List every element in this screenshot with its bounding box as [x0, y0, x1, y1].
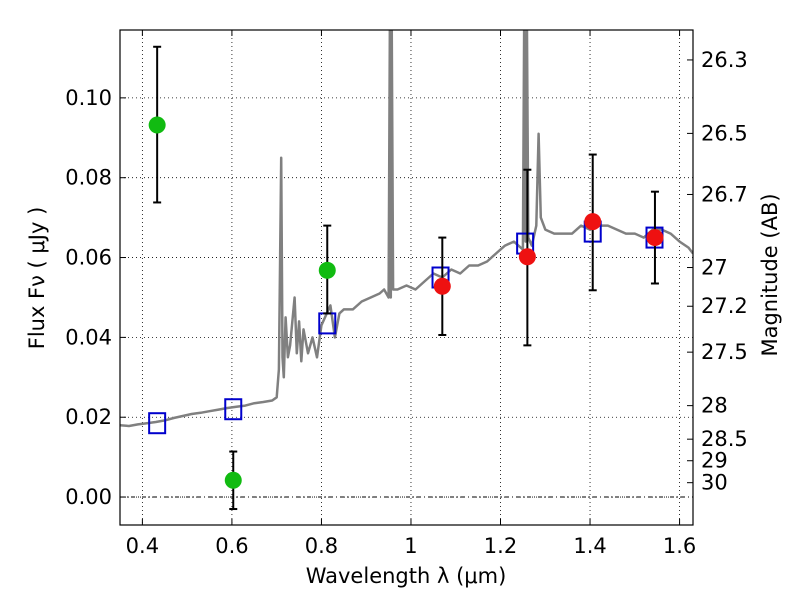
y-tick-label: 0.10 — [65, 86, 112, 110]
right-tick-label: 28.5 — [701, 427, 748, 451]
x-tick-label: 0.6 — [215, 534, 248, 558]
model-photometry-points — [148, 220, 664, 435]
y-tick-label: 0.00 — [65, 485, 112, 509]
observed-infrared-point — [433, 277, 451, 295]
right-tick-label: 30 — [701, 471, 728, 495]
observed-optical-point — [148, 116, 166, 134]
observed-infrared-point — [584, 213, 602, 231]
x-tick-label: 1.2 — [484, 534, 517, 558]
right-tick-label: 26.3 — [701, 48, 748, 72]
observed-points — [148, 116, 664, 489]
axis-ticks: 0.4 0.6 0.8 1 1.2 1.4 1.6 0.00 0.02 0.04 0.06 0.08 0… — [65, 30, 748, 558]
y-tick-label: 0.06 — [65, 246, 112, 270]
x-tick-label: 0.8 — [305, 534, 338, 558]
right-axis-label: Magnitude (AB) — [758, 193, 782, 356]
x-tick-label: 1.4 — [573, 534, 606, 558]
plot-frame — [119, 29, 694, 526]
model-photometry-square — [148, 412, 167, 435]
x-tick-label: 0.4 — [126, 534, 159, 558]
y-tick-label: 0.04 — [65, 325, 112, 349]
right-tick-label: 28 — [701, 394, 728, 418]
observed-infrared-point — [518, 248, 536, 266]
right-tick-label: 27 — [701, 256, 728, 280]
right-tick-label: 29 — [701, 449, 728, 473]
x-tick-label: 1 — [404, 534, 417, 558]
y-axis-label: Flux Fν ( μJy ) — [25, 207, 49, 350]
observed-optical-point — [318, 261, 336, 279]
grid-lines — [120, 30, 693, 525]
model-spectrum-line — [120, 30, 693, 428]
errorbar-group — [153, 45, 659, 511]
right-tick-label: 27.5 — [701, 340, 748, 364]
x-tick-label: 1.6 — [663, 534, 696, 558]
observed-infrared-point — [646, 229, 664, 247]
model-photometry-square — [224, 398, 243, 421]
x-axis-label: Wavelength λ (μm) — [306, 564, 507, 588]
right-tick-label: 26.7 — [701, 182, 748, 206]
y-tick-label: 0.08 — [65, 166, 112, 190]
right-tick-label: 27.2 — [701, 294, 748, 318]
y-tick-label: 0.02 — [65, 405, 112, 429]
observed-optical-point — [224, 471, 242, 489]
right-tick-label: 26.5 — [701, 121, 748, 145]
